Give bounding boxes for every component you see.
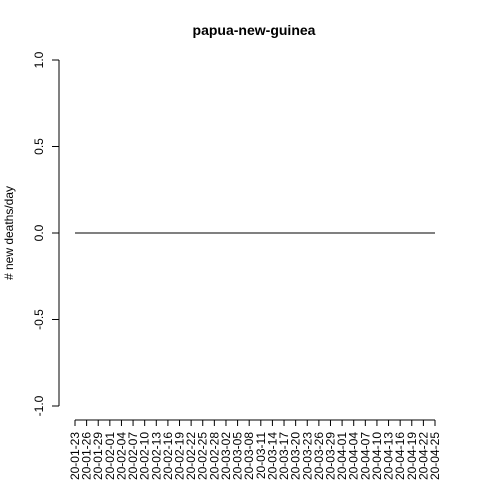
x-ticks: 20-01-2320-01-2620-01-2920-02-0120-02-04… xyxy=(68,419,442,480)
y-tick-label: 0.5 xyxy=(32,138,46,155)
x-tick-label: 20-03-14 xyxy=(265,432,279,480)
x-tick-label: 20-02-19 xyxy=(173,432,187,480)
x-tick-label: 20-04-01 xyxy=(335,432,349,480)
x-tick-label: 20-04-07 xyxy=(358,432,372,480)
x-tick-label: 20-04-13 xyxy=(382,432,396,480)
x-tick-label: 20-02-25 xyxy=(196,432,210,480)
x-tick-label: 20-03-05 xyxy=(231,432,245,480)
x-tick-label: 20-04-16 xyxy=(393,432,407,480)
x-tick-label: 20-02-10 xyxy=(138,432,152,480)
chart-title: papua-new-guinea xyxy=(193,22,316,38)
x-tick-label: 20-04-10 xyxy=(370,432,384,480)
x-tick-label: 20-03-17 xyxy=(277,432,291,480)
x-tick-label: 20-04-25 xyxy=(428,432,442,480)
y-axis-label: # new deaths/day xyxy=(2,186,16,280)
x-tick-label: 20-03-20 xyxy=(289,432,303,480)
x-tick-label: 20-02-22 xyxy=(184,432,198,480)
x-tick-label: 20-03-29 xyxy=(323,432,337,480)
y-tick-label: -0.5 xyxy=(32,309,46,330)
x-tick-label: 20-03-11 xyxy=(254,432,268,479)
x-tick-label: 20-02-28 xyxy=(207,432,221,480)
x-tick-label: 20-04-19 xyxy=(405,432,419,480)
x-tick-label: 20-02-13 xyxy=(149,432,163,480)
x-tick-label: 20-02-16 xyxy=(161,432,175,480)
y-tick-label: 1.0 xyxy=(32,51,46,68)
y-ticks: -1.0 -0.5 0.0 0.5 1.0 xyxy=(32,51,59,416)
x-tick-label: 20-04-04 xyxy=(347,432,361,480)
y-tick-label: -1.0 xyxy=(32,395,46,416)
y-tick-label: 0.0 xyxy=(32,224,46,241)
x-tick-label: 20-02-04 xyxy=(114,432,128,480)
x-tick-label: 20-01-26 xyxy=(80,432,94,480)
x-tick-label: 20-03-23 xyxy=(300,432,314,480)
x-tick-label: 20-03-26 xyxy=(312,432,326,480)
x-tick-label: 20-03-02 xyxy=(219,432,233,480)
x-tick-label: 20-03-08 xyxy=(242,432,256,480)
x-tick-label: 20-02-07 xyxy=(126,432,140,480)
x-tick-label: 20-04-22 xyxy=(416,432,430,480)
x-tick-label: 20-01-23 xyxy=(68,432,82,480)
x-tick-label: 20-01-29 xyxy=(91,432,105,480)
x-tick-label: 20-02-01 xyxy=(103,432,117,480)
